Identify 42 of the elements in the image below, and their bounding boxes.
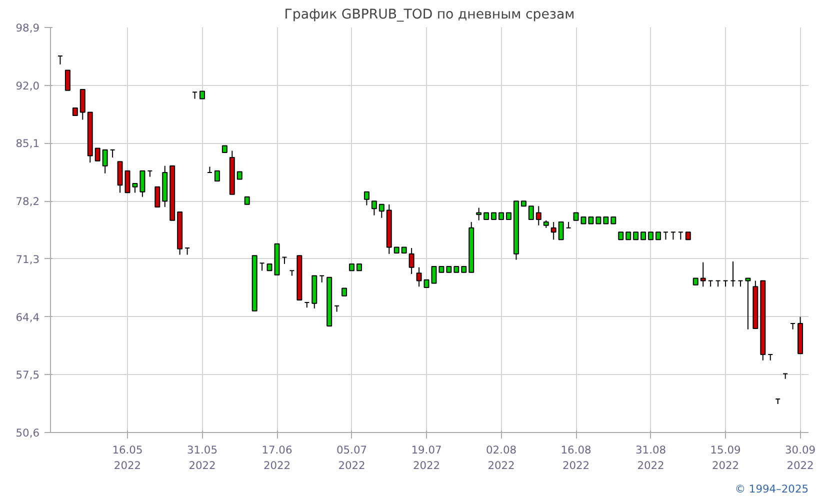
- candlestick: [371, 200, 377, 216]
- candlestick: [416, 266, 422, 288]
- y-tick-label: 92,0: [16, 79, 40, 92]
- candlestick: [700, 262, 706, 288]
- candlestick: [124, 170, 130, 194]
- y-tick-label: 64,4: [16, 310, 40, 324]
- y-tick-label: 50,6: [16, 426, 40, 440]
- candlestick: [536, 206, 542, 226]
- y-tick-label: 78,2: [16, 195, 40, 208]
- candlestick: [154, 186, 160, 208]
- x-tick-label: 30.09 2022: [785, 444, 816, 472]
- x-tick-label: 05.07 2022: [336, 444, 368, 472]
- candlestick: [117, 161, 123, 194]
- candlestick: [476, 207, 482, 221]
- candlestick: [80, 89, 86, 120]
- candlestick: [94, 148, 100, 162]
- x-tick-label: 02.08 2022: [486, 444, 517, 472]
- y-tick-label: 85,1: [16, 137, 40, 150]
- x-tick-label: 15.09 2022: [710, 444, 741, 472]
- y-tick-label: 57,5: [16, 368, 40, 382]
- candlestick: [378, 204, 384, 218]
- x-tick-label: 16.05 2022: [112, 444, 143, 472]
- y-tick-label: 98,9: [16, 22, 40, 34]
- y-tick-label: 71,3: [16, 252, 40, 266]
- candlestick: [558, 222, 564, 240]
- candlestick: [550, 222, 556, 240]
- candlestick: [102, 149, 108, 174]
- text: © 1994–2025: [734, 482, 809, 496]
- x-tick-label: 31.08 2022: [636, 444, 666, 472]
- x-tick-label: 17.06 2022: [262, 444, 292, 472]
- candlestick: [745, 278, 751, 330]
- x-tick-label: 31.05 2022: [186, 444, 218, 472]
- candlestick: [140, 170, 146, 198]
- candlestick: [64, 70, 70, 91]
- x-tick-label: 16.08 2022: [560, 444, 592, 472]
- candlestick: [408, 248, 414, 275]
- candlestick: [364, 191, 370, 206]
- candlestick: [214, 170, 220, 182]
- candlestick: [132, 182, 138, 194]
- candlestick: [528, 206, 534, 220]
- chart-title: График GBPRUB_TOD по дневным срезам: [284, 8, 575, 22]
- x-tick-label: 19.07 2022: [411, 444, 442, 472]
